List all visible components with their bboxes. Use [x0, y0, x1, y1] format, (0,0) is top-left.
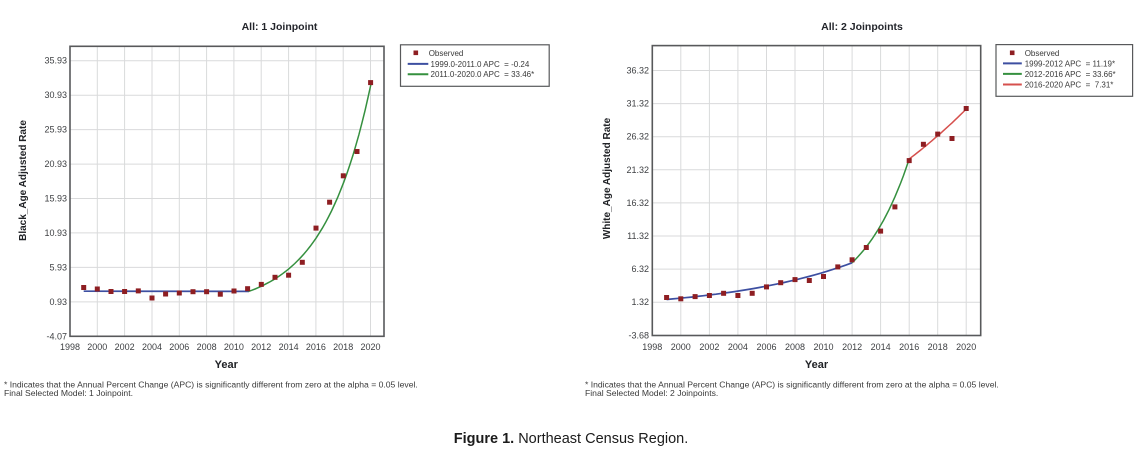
svg-text:Observed: Observed: [429, 49, 464, 58]
svg-text:2014: 2014: [871, 342, 891, 352]
svg-text:2006: 2006: [756, 342, 776, 352]
svg-text:6.32: 6.32: [631, 264, 649, 274]
svg-text:2018: 2018: [928, 342, 948, 352]
svg-text:2000: 2000: [87, 342, 107, 352]
svg-text:31.32: 31.32: [626, 99, 649, 109]
svg-text:25.93: 25.93: [44, 125, 67, 135]
svg-text:1.32: 1.32: [631, 297, 649, 307]
svg-text:5.93: 5.93: [49, 262, 67, 272]
svg-text:0.93: 0.93: [49, 297, 67, 307]
svg-text:1998: 1998: [642, 342, 662, 352]
svg-text:-3.68: -3.68: [628, 331, 649, 341]
svg-text:Figure 1. Northeast Census Reg: Figure 1. Northeast Census Region.: [454, 431, 689, 447]
svg-text:2011.0-2020.0 APC = 33.46*: 2011.0-2020.0 APC = 33.46*: [431, 70, 535, 79]
svg-text:-4.07: -4.07: [46, 331, 67, 341]
svg-text:10.93: 10.93: [44, 228, 67, 238]
svg-text:2002: 2002: [115, 342, 135, 352]
svg-text:Year: Year: [215, 359, 239, 371]
svg-text:2000: 2000: [671, 342, 691, 352]
svg-text:26.32: 26.32: [626, 132, 649, 142]
svg-text:Observed: Observed: [1025, 49, 1060, 58]
svg-text:21.32: 21.32: [626, 165, 649, 175]
svg-text:2020: 2020: [956, 342, 976, 352]
svg-text:2012: 2012: [842, 342, 862, 352]
svg-text:2008: 2008: [197, 342, 217, 352]
svg-text:2004: 2004: [142, 342, 162, 352]
svg-text:Year: Year: [805, 359, 829, 371]
svg-text:2012: 2012: [251, 342, 271, 352]
svg-text:2008: 2008: [785, 342, 805, 352]
svg-text:2006: 2006: [169, 342, 189, 352]
svg-text:16.32: 16.32: [626, 198, 649, 208]
svg-text:Black_Age Adjusted Rate: Black_Age Adjusted Rate: [18, 120, 29, 241]
svg-text:11.32: 11.32: [627, 231, 649, 241]
svg-text:2010: 2010: [224, 342, 244, 352]
svg-text:2012-2016 APC = 33.66*: 2012-2016 APC = 33.66*: [1025, 70, 1116, 79]
svg-text:15.93: 15.93: [44, 194, 67, 204]
svg-text:2016: 2016: [306, 342, 326, 352]
svg-text:2014: 2014: [279, 342, 299, 352]
svg-text:35.93: 35.93: [44, 56, 67, 66]
svg-text:2020: 2020: [360, 342, 380, 352]
svg-text:1998: 1998: [60, 342, 80, 352]
svg-text:2004: 2004: [728, 342, 748, 352]
svg-text:2018: 2018: [333, 342, 353, 352]
svg-text:* Indicates that the Annual Pe: * Indicates that the Annual Percent Chan…: [585, 380, 999, 390]
svg-text:Final Selected Model: 2 Joinpo: Final Selected Model: 2 Joinpoints.: [585, 388, 718, 398]
svg-text:White_Age Adjusted Rate: White_Age Adjusted Rate: [602, 117, 613, 239]
svg-text:All: 2 Joinpoints: All: 2 Joinpoints: [821, 21, 903, 33]
svg-text:2002: 2002: [699, 342, 719, 352]
svg-text:2016: 2016: [899, 342, 919, 352]
svg-text:2010: 2010: [813, 342, 833, 352]
svg-text:1999-2012 APC = 11.19*: 1999-2012 APC = 11.19*: [1025, 59, 1115, 68]
svg-text:36.32: 36.32: [626, 66, 649, 76]
svg-text:30.93: 30.93: [44, 90, 67, 100]
svg-text:1999.0-2011.0 APC = -0.24: 1999.0-2011.0 APC = -0.24: [431, 60, 530, 69]
svg-text:2016-2020 APC = 7.31*: 2016-2020 APC = 7.31*: [1025, 80, 1114, 89]
svg-text:* Indicates that the Annual Pe: * Indicates that the Annual Percent Chan…: [4, 380, 418, 390]
svg-text:All: 1 Joinpoint: All: 1 Joinpoint: [242, 21, 318, 33]
svg-text:Final Selected Model: 1 Joinpo: Final Selected Model: 1 Joinpoint.: [4, 388, 133, 398]
svg-text:20.93: 20.93: [44, 159, 67, 169]
